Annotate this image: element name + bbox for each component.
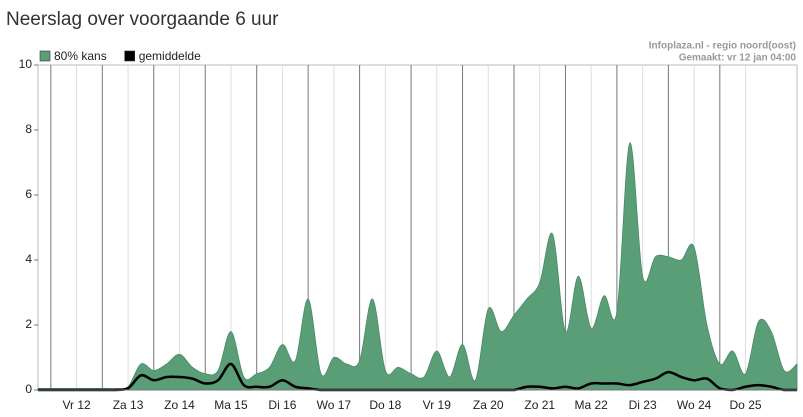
x-tick-label: Do 25 (730, 398, 762, 412)
x-tick-label: Vr 12 (62, 398, 91, 412)
y-tick-label: 8 (25, 122, 32, 136)
y-tick-label: 0 (25, 382, 32, 396)
x-tick-label: Za 13 (113, 398, 144, 412)
x-tick-label: Zo 14 (164, 398, 195, 412)
legend-label: 80% kans (54, 49, 107, 63)
x-tick-label: Wo 24 (677, 398, 712, 412)
legend-label: gemiddelde (139, 49, 201, 63)
legend-swatch (124, 50, 136, 62)
x-tick-label: Do 18 (369, 398, 401, 412)
area (37, 142, 798, 391)
x-tick-label: Di 23 (629, 398, 657, 412)
y-tick-label: 4 (25, 252, 32, 266)
legend-swatch (39, 50, 51, 62)
x-tick-label: Di 16 (268, 398, 296, 412)
x-tick-label: Ma 15 (214, 398, 248, 412)
x-tick-label: Vr 19 (423, 398, 452, 412)
y-tick-label: 2 (25, 317, 32, 331)
x-tick-label: Za 20 (473, 398, 504, 412)
x-tick-label: Zo 21 (524, 398, 555, 412)
y-tick-label: 10 (19, 57, 33, 71)
made-time: Gemaakt: vr 12 jan 04:00 (679, 53, 797, 64)
y-tick-label: 6 (25, 187, 32, 201)
source: Infoplaza.nl - regio noord(oost) (649, 41, 796, 52)
x-tick-label: Ma 22 (574, 398, 608, 412)
chart-title: Neerslag over voorgaande 6 uur (6, 9, 279, 30)
x-tick-label: Wo 17 (317, 398, 352, 412)
